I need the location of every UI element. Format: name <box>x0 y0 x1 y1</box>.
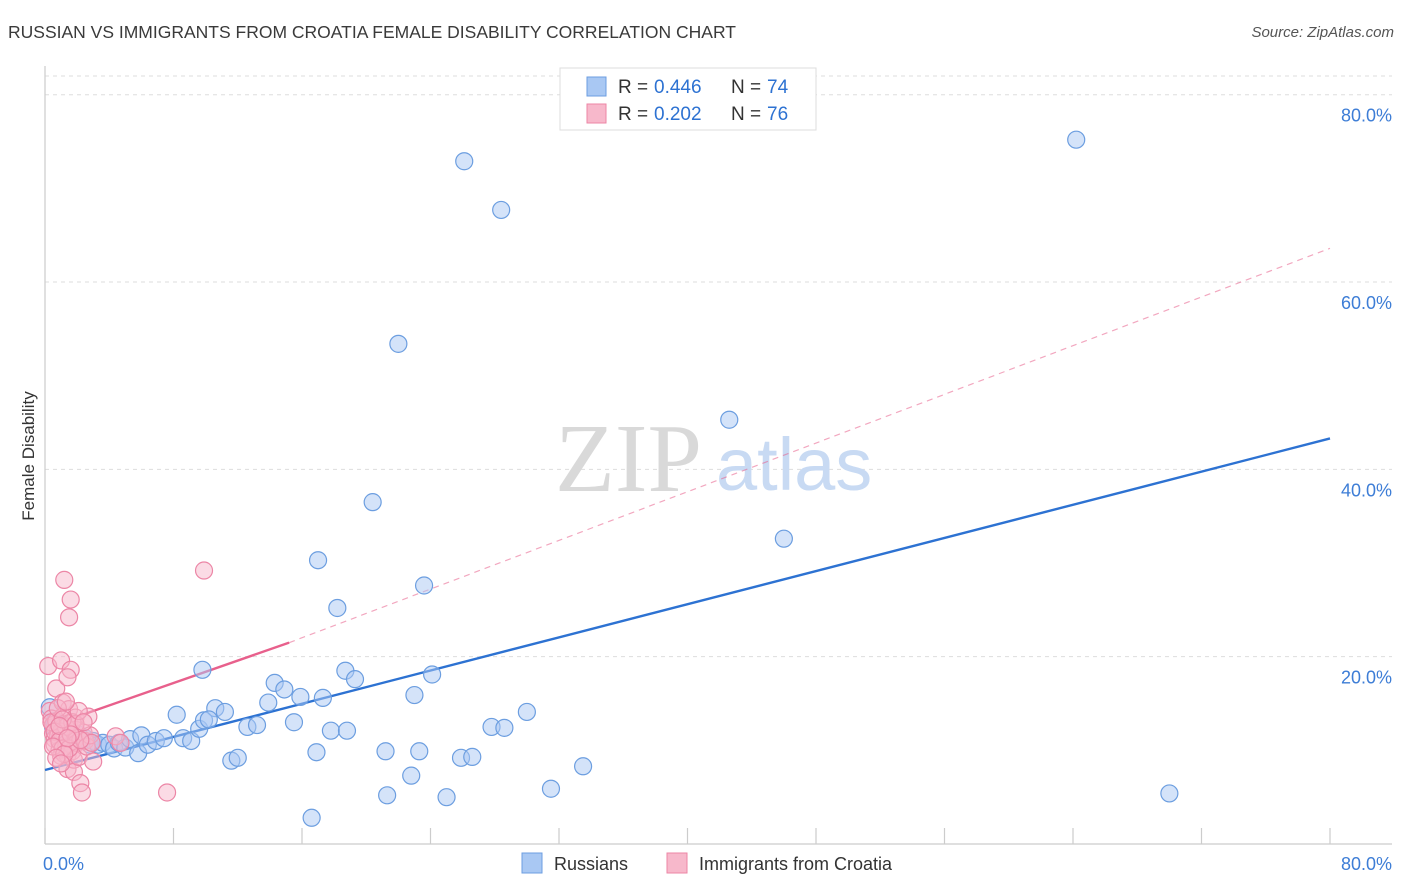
data-point-russians <box>720 410 739 429</box>
chart-source: Source: ZipAtlas.com <box>1251 24 1394 41</box>
data-point-russians <box>215 702 234 722</box>
legend-bottom-swatch-croatia <box>666 852 688 874</box>
data-point-russians <box>291 687 310 707</box>
data-point-russians <box>337 721 357 740</box>
legend-r-value-1: 0.446 <box>654 77 702 98</box>
legend-n-value-2: 76 <box>767 104 788 125</box>
legend-n-label-2: N = <box>731 104 761 125</box>
data-point-russians <box>321 721 341 740</box>
data-points <box>39 130 1179 827</box>
data-point-russians <box>328 598 347 618</box>
data-point-croatia <box>59 608 79 627</box>
legend-n-label-1: N = <box>731 77 761 98</box>
data-point-russians <box>376 742 395 761</box>
data-point-russians <box>1160 784 1179 803</box>
legend-r-label-2: R = <box>618 104 648 125</box>
legend-r-value-2: 0.202 <box>654 104 702 125</box>
data-point-russians <box>1067 130 1086 149</box>
y-axis-label: Female Disability <box>19 391 38 521</box>
data-point-russians <box>313 688 332 707</box>
data-point-russians <box>437 788 456 807</box>
data-point-russians <box>275 680 294 699</box>
data-point-russians <box>492 200 511 220</box>
axes: 20.0% 40.0% 60.0% 80.0% 0.0% 80.0% <box>43 66 1392 874</box>
data-point-croatia <box>157 783 177 802</box>
legend-swatch-croatia <box>586 103 607 124</box>
data-point-russians <box>302 808 321 827</box>
data-point-russians <box>154 729 173 748</box>
data-point-russians <box>410 742 429 761</box>
legend-swatch-russians <box>586 76 607 97</box>
watermark-atlas: atlas <box>716 423 872 506</box>
y-tick-label: 40.0% <box>1341 480 1392 500</box>
data-point-russians <box>405 685 424 705</box>
data-point-russians <box>517 702 536 722</box>
data-point-russians <box>463 747 482 766</box>
x-tick-label-min: 0.0% <box>43 854 84 874</box>
y-tick-label: 20.0% <box>1341 668 1392 688</box>
data-point-russians <box>345 670 365 689</box>
data-point-russians <box>573 757 593 776</box>
correlation-legend: R = 0.446 N = 74 R = 0.202 N = 76 <box>559 67 817 131</box>
legend-bottom-swatch-russians <box>521 852 543 874</box>
data-point-russians <box>774 529 793 548</box>
gridlines <box>45 75 1392 658</box>
trend-line-russians <box>44 437 1331 772</box>
data-point-croatia <box>56 692 75 711</box>
data-point-russians <box>307 743 326 762</box>
y-tick-label: 60.0% <box>1341 293 1392 313</box>
data-point-croatia <box>111 733 130 752</box>
data-point-croatia <box>72 783 92 802</box>
data-point-russians <box>423 665 442 684</box>
data-point-russians <box>402 766 421 785</box>
data-point-russians <box>541 779 561 798</box>
data-point-croatia <box>55 570 74 589</box>
data-point-russians <box>363 493 382 512</box>
data-point-russians <box>284 713 304 732</box>
data-point-croatia <box>74 713 93 732</box>
data-point-russians <box>389 334 408 353</box>
series-legend: Russians Immigrants from Croatia <box>521 852 893 874</box>
data-point-russians <box>259 693 278 712</box>
data-point-russians <box>228 748 247 767</box>
data-point-russians <box>455 152 474 171</box>
data-point-russians <box>495 718 514 737</box>
data-point-russians <box>193 660 212 679</box>
trend-line-croatia-extension <box>288 247 1331 644</box>
x-tick-label-max: 80.0% <box>1341 854 1392 874</box>
watermark-zip: ZIP <box>555 405 702 513</box>
legend-r-label-1: R = <box>618 77 648 98</box>
watermark: ZIP atlas <box>555 405 872 513</box>
data-point-croatia <box>61 590 80 609</box>
data-point-croatia <box>51 754 71 773</box>
data-point-croatia <box>194 561 214 580</box>
data-point-russians <box>414 576 434 595</box>
legend-bottom-label-russians: Russians <box>554 854 628 874</box>
data-point-russians <box>247 715 267 735</box>
data-point-croatia <box>84 752 103 771</box>
data-point-croatia <box>58 729 77 748</box>
data-point-russians <box>308 551 328 570</box>
data-point-russians <box>199 710 218 729</box>
data-point-russians <box>378 786 397 805</box>
legend-bottom-label-croatia: Immigrants from Croatia <box>699 854 893 874</box>
data-point-croatia <box>58 668 77 687</box>
legend-n-value-1: 74 <box>767 77 789 98</box>
data-point-russians <box>167 705 186 724</box>
y-tick-label: 80.0% <box>1341 106 1392 126</box>
chart-title: RUSSIAN VS IMMIGRANTS FROM CROATIA FEMAL… <box>8 22 736 42</box>
